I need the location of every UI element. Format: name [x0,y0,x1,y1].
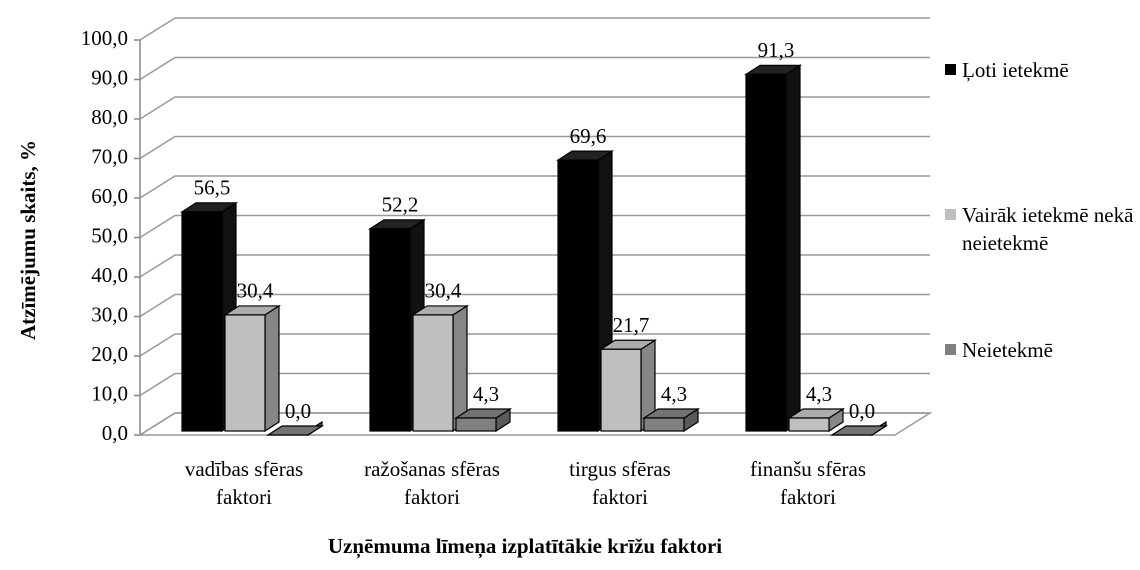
value-label: 0,0 [285,399,311,423]
value-label: 91,3 [758,38,795,62]
grid-line [139,56,930,81]
y-tick-label: 70,0 [91,144,128,168]
bar [745,73,787,432]
grid-line [139,372,930,397]
bar [412,314,454,432]
bar [788,417,830,432]
value-label: 52,2 [382,193,419,217]
y-tick-label: 100,0 [81,26,128,50]
bar [600,348,642,432]
grid-line [139,333,930,357]
value-label: 30,4 [425,279,462,303]
grid-line [139,175,930,199]
legend-swatch [945,209,956,220]
bar [369,228,411,432]
value-label: 4,3 [806,382,832,406]
bar-top [265,425,325,436]
bar [557,159,599,432]
grid-line [139,17,930,41]
bar [455,417,497,432]
bar [643,417,685,432]
y-tick-label: 80,0 [91,105,128,129]
value-label: 21,7 [613,313,650,337]
y-tick-label: 60,0 [91,184,128,208]
value-label: 69,6 [570,124,607,148]
legend-label: Neietekmē [962,338,1053,362]
value-label: 4,3 [661,382,687,406]
value-label: 0,0 [849,399,875,423]
legend-label: Vairāk ietekmē nekā neietekmē [962,203,1134,255]
legend-label: Ļoti ietekmē [962,58,1069,82]
y-tick-label: 0,0 [102,421,128,445]
value-label: 56,5 [194,176,231,200]
bar [181,211,223,432]
grid-line [139,254,930,278]
y-tick-label: 90,0 [91,65,128,89]
grid-line [139,293,930,318]
x-tick-label: ražošanas sfēras faktori [364,457,500,509]
x-tick-label: finanšu sfēras faktori [749,457,867,509]
bar [224,314,266,432]
x-tick-label: tirgus sfēras faktori [569,457,671,509]
y-tick-label: 20,0 [91,342,128,366]
bar-side [264,304,280,433]
grid-line [139,135,930,160]
y-axis-label: Atzīmējumu skaits, % [16,140,40,340]
y-tick-label: 30,0 [91,302,128,326]
value-label: 4,3 [473,382,499,406]
x-axis-label: Uzņēmuma līmeņa izplatītākie krīžu fakto… [328,534,722,559]
y-tick-label: 40,0 [91,263,128,287]
value-label: 30,4 [237,279,274,303]
y-tick-label: 10,0 [91,381,128,405]
grid-line [139,96,930,120]
x-tick-label: vadības sfēras faktori [184,457,304,509]
legend-swatch [945,64,956,75]
bar-side [785,64,801,433]
legend-swatch [945,344,956,355]
y-tick-label: 50,0 [91,223,128,247]
grid-line [139,214,930,239]
bar-top [829,425,889,436]
